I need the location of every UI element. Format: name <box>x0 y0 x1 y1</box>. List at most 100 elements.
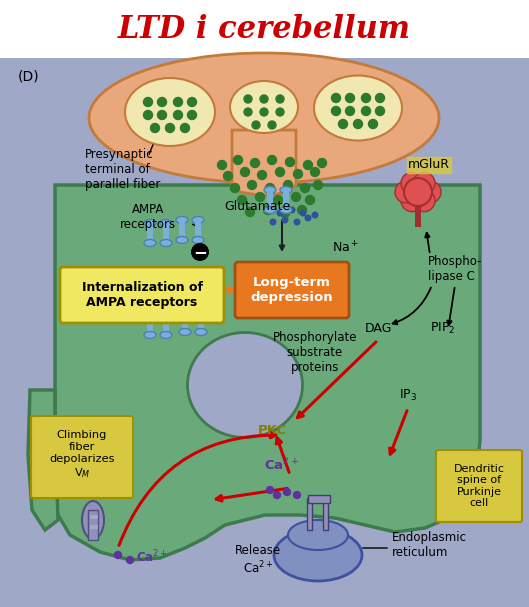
Circle shape <box>339 120 348 129</box>
Ellipse shape <box>179 308 191 316</box>
Ellipse shape <box>160 311 172 319</box>
Circle shape <box>267 486 273 493</box>
Ellipse shape <box>179 328 191 336</box>
Text: mGluR: mGluR <box>408 158 450 172</box>
Bar <box>415 205 421 227</box>
Circle shape <box>256 192 264 202</box>
Circle shape <box>263 206 272 214</box>
FancyBboxPatch shape <box>436 450 522 522</box>
Ellipse shape <box>195 308 207 316</box>
Circle shape <box>276 168 285 177</box>
Circle shape <box>286 157 295 166</box>
Circle shape <box>252 121 260 129</box>
Ellipse shape <box>144 240 156 246</box>
Circle shape <box>150 123 160 132</box>
Circle shape <box>266 183 275 192</box>
Text: −: − <box>193 243 207 261</box>
Text: IP$_3$: IP$_3$ <box>399 387 417 402</box>
Bar <box>182 312 188 332</box>
Bar <box>88 510 98 540</box>
Circle shape <box>300 183 309 192</box>
Circle shape <box>345 106 354 115</box>
Circle shape <box>276 108 284 116</box>
Ellipse shape <box>160 220 172 226</box>
Circle shape <box>282 217 288 223</box>
Text: Climbing
fiber
depolarizes
V$_M$: Climbing fiber depolarizes V$_M$ <box>49 430 115 480</box>
Circle shape <box>317 158 326 168</box>
Bar <box>0 0 529 58</box>
Circle shape <box>244 95 252 103</box>
Polygon shape <box>55 185 480 560</box>
Circle shape <box>143 110 152 120</box>
Circle shape <box>158 98 167 106</box>
Text: Release
Ca$^{2+}$: Release Ca$^{2+}$ <box>235 544 281 576</box>
Circle shape <box>268 155 277 164</box>
Circle shape <box>401 189 423 212</box>
Circle shape <box>314 180 323 189</box>
Circle shape <box>311 168 320 177</box>
Text: Glutamate: Glutamate <box>224 200 290 213</box>
Circle shape <box>305 215 311 221</box>
Circle shape <box>187 110 196 120</box>
Ellipse shape <box>280 186 292 194</box>
Circle shape <box>276 95 284 103</box>
Ellipse shape <box>187 333 303 438</box>
Bar <box>267 190 273 210</box>
Bar <box>163 315 169 335</box>
Bar <box>308 495 330 503</box>
Circle shape <box>345 93 354 103</box>
Text: Phospho-
lipase C: Phospho- lipase C <box>428 255 482 283</box>
Circle shape <box>217 160 226 169</box>
Text: PKC: PKC <box>258 424 287 436</box>
Circle shape <box>158 110 167 120</box>
Circle shape <box>306 195 315 205</box>
Circle shape <box>413 172 435 194</box>
Circle shape <box>268 121 276 129</box>
Circle shape <box>312 212 318 218</box>
Circle shape <box>353 120 362 129</box>
Circle shape <box>270 219 276 225</box>
FancyBboxPatch shape <box>31 416 133 498</box>
Bar <box>147 315 153 335</box>
Circle shape <box>294 219 300 225</box>
Circle shape <box>174 98 183 106</box>
Circle shape <box>251 158 260 168</box>
Circle shape <box>361 106 370 115</box>
Circle shape <box>258 171 267 180</box>
Circle shape <box>369 120 378 129</box>
Circle shape <box>289 207 295 213</box>
Circle shape <box>277 210 283 216</box>
FancyBboxPatch shape <box>235 262 349 318</box>
Circle shape <box>265 207 271 213</box>
Bar <box>195 220 201 240</box>
Ellipse shape <box>274 529 362 581</box>
Text: Phosphorylate
substrate
proteins: Phosphorylate substrate proteins <box>273 330 357 373</box>
Circle shape <box>126 557 133 563</box>
Circle shape <box>114 552 122 558</box>
Ellipse shape <box>160 331 172 339</box>
Circle shape <box>191 243 209 261</box>
Circle shape <box>395 181 417 203</box>
Circle shape <box>238 195 247 205</box>
Circle shape <box>376 106 385 115</box>
Bar <box>307 498 312 530</box>
Circle shape <box>284 489 290 495</box>
Circle shape <box>280 208 289 217</box>
Text: Presynaptic
terminal of
parallel fiber: Presynaptic terminal of parallel fiber <box>85 148 160 191</box>
Circle shape <box>187 98 196 106</box>
Circle shape <box>180 123 189 132</box>
Circle shape <box>332 106 341 115</box>
Ellipse shape <box>314 75 402 140</box>
Polygon shape <box>232 130 296 195</box>
Circle shape <box>291 192 300 202</box>
Ellipse shape <box>125 78 215 146</box>
Text: Ca$^{2+}$: Ca$^{2+}$ <box>264 456 299 473</box>
Ellipse shape <box>230 81 298 133</box>
Circle shape <box>376 93 385 103</box>
Bar <box>147 223 153 243</box>
Ellipse shape <box>176 237 188 243</box>
Text: Long-term
depression: Long-term depression <box>251 276 333 304</box>
Ellipse shape <box>144 220 156 226</box>
Text: PIP$_2$: PIP$_2$ <box>430 320 456 336</box>
Circle shape <box>361 93 370 103</box>
